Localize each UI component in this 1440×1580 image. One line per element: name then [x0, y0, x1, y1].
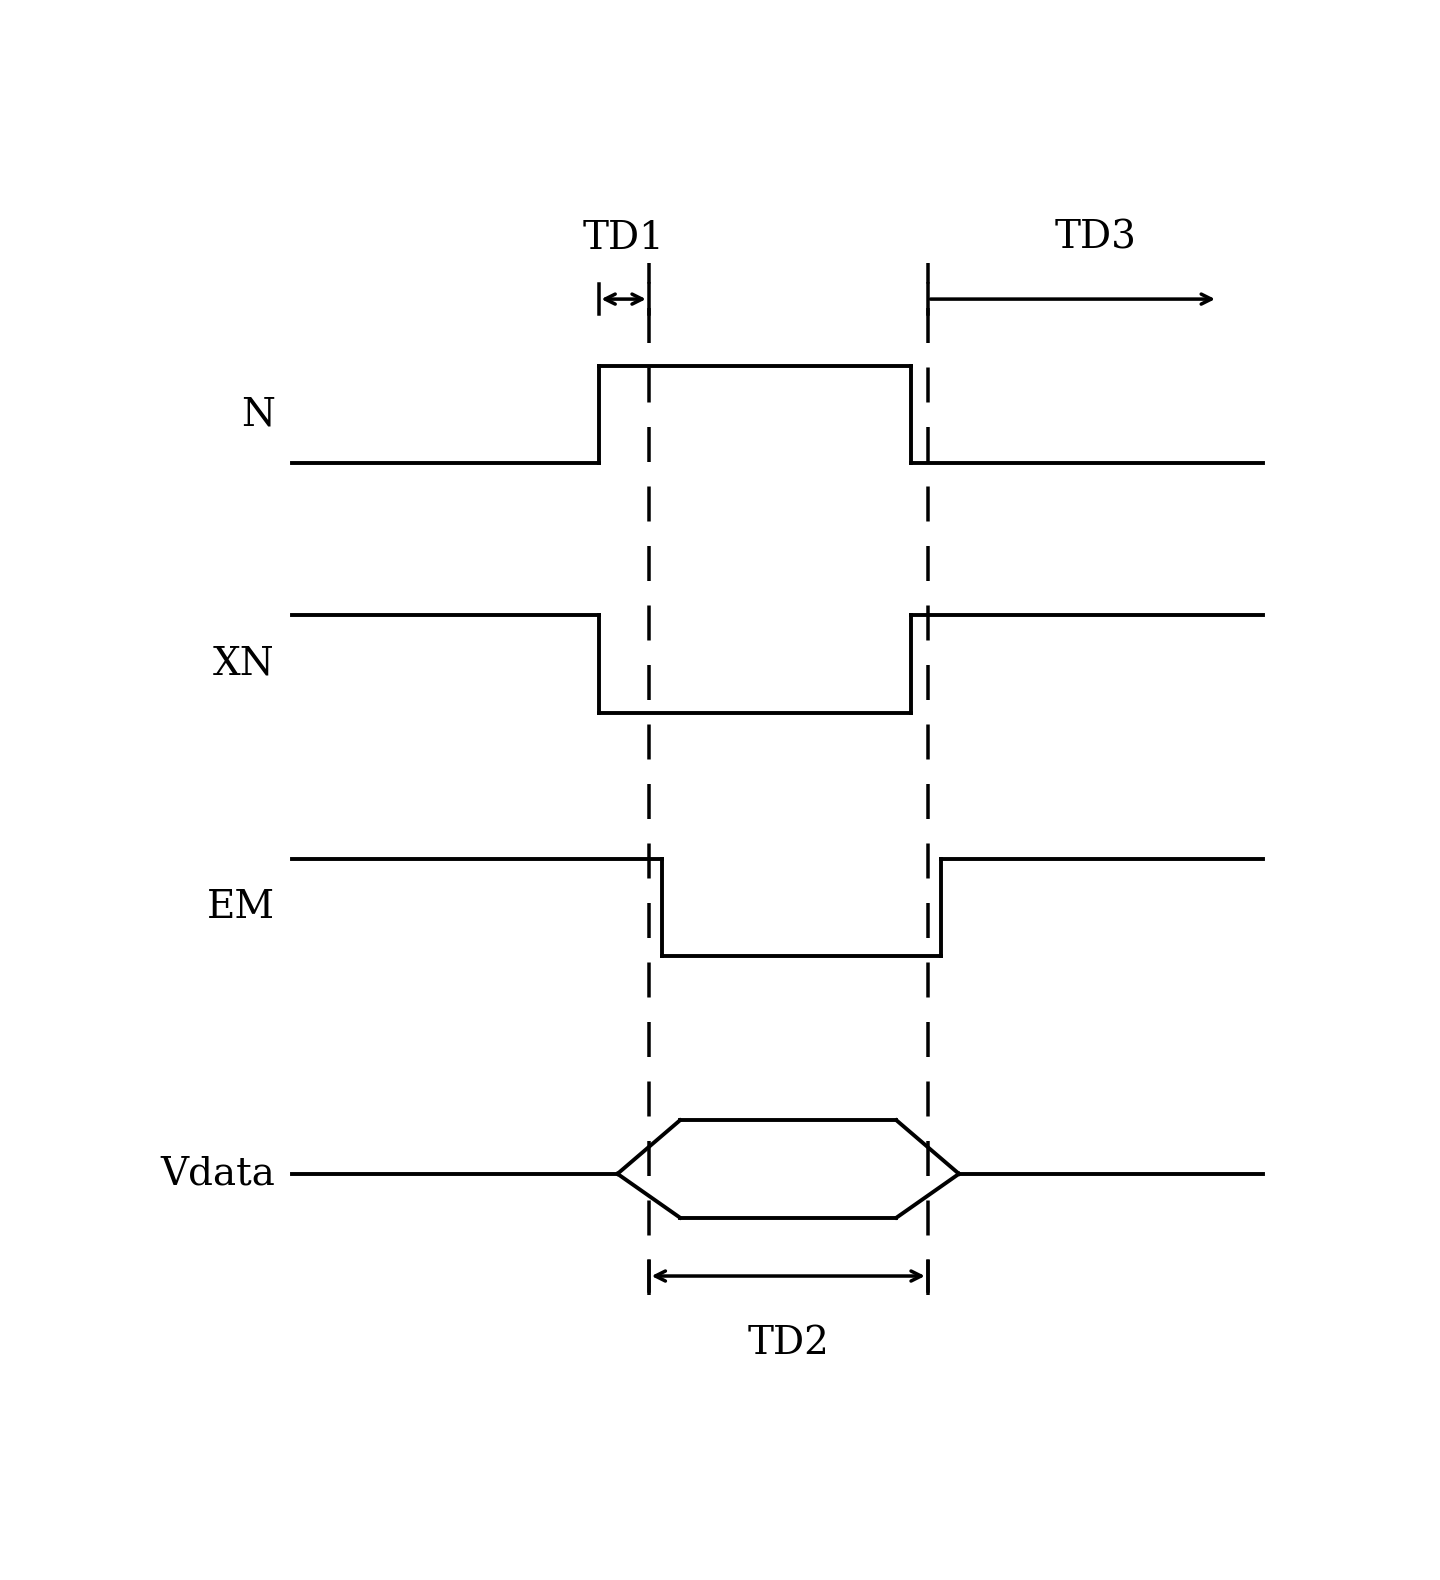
- Text: TD3: TD3: [1054, 220, 1136, 256]
- Text: TD2: TD2: [747, 1324, 829, 1362]
- Text: TD1: TD1: [583, 220, 664, 256]
- Text: Vdata: Vdata: [160, 1155, 275, 1193]
- Text: EM: EM: [207, 890, 275, 926]
- Text: N: N: [240, 397, 275, 433]
- Text: XN: XN: [213, 646, 275, 683]
